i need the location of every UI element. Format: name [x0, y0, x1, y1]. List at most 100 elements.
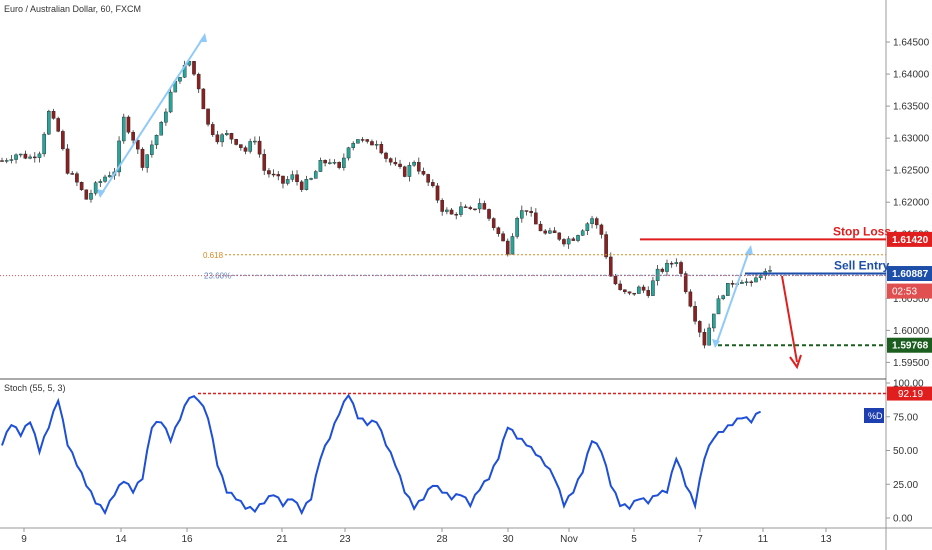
candle-body — [431, 182, 435, 187]
candle-body — [126, 116, 131, 133]
candle-body — [721, 295, 725, 299]
candle-body — [674, 262, 679, 264]
candle-body — [520, 210, 524, 219]
candle-body — [548, 230, 552, 234]
candle-body — [463, 206, 468, 208]
candle-body — [505, 240, 510, 255]
time-tick-label: 9 — [21, 534, 27, 545]
candle-body — [370, 141, 374, 146]
candle-body — [360, 139, 365, 141]
candle-body — [618, 283, 622, 290]
candlestick-series — [0, 60, 772, 349]
projection-arrow — [781, 275, 798, 363]
candle-body — [154, 134, 159, 146]
candle-body — [398, 163, 402, 167]
time-tick-label: 11 — [758, 534, 769, 545]
candle-body — [712, 313, 716, 329]
candle-body — [576, 235, 580, 241]
candle-body — [482, 203, 487, 210]
take-profit-price-tag — [887, 337, 932, 353]
candle-body — [201, 88, 206, 110]
candle-body — [487, 209, 491, 219]
candle-body — [65, 148, 70, 174]
candle-body — [257, 140, 262, 155]
countdown-tag — [887, 283, 932, 299]
candle-body — [309, 178, 313, 180]
candle-body — [688, 291, 693, 307]
candle-body — [42, 133, 46, 155]
candle-body — [726, 283, 730, 296]
candle-body — [374, 144, 379, 146]
stoch-title: Stoch (55, 5, 3) — [4, 383, 66, 393]
candle-body — [103, 176, 107, 182]
candle-body — [477, 203, 482, 210]
price-tick-labels: 1.64500 1.64000 1.63500 1.63000 1.62500 1.620… — [886, 38, 930, 369]
candle-body — [426, 174, 430, 183]
candle-body — [313, 171, 318, 179]
candle-body — [318, 160, 323, 172]
candle-body — [543, 230, 548, 234]
candle-body — [529, 210, 533, 214]
pattern-arrowhead-low-right — [712, 339, 720, 348]
candle-body — [32, 156, 37, 159]
candle-body — [510, 236, 515, 255]
candle-body — [356, 139, 360, 144]
candle-body — [117, 140, 121, 173]
candle-body — [740, 282, 744, 284]
pattern-arrowhead-low — [97, 189, 105, 198]
candle-body — [351, 143, 356, 148]
countdown-text: 02:53 — [892, 287, 917, 298]
candle-body — [192, 61, 196, 75]
candle-body — [89, 193, 93, 200]
candle-body — [210, 124, 215, 135]
candle-body — [421, 170, 426, 175]
candle-body — [416, 162, 421, 172]
candle-body — [534, 212, 538, 225]
time-tick-label: 16 — [181, 534, 193, 545]
candle-body — [276, 174, 281, 177]
candle-body — [707, 327, 711, 346]
candle-body — [716, 298, 721, 315]
candle-body — [206, 108, 210, 125]
candle-body — [196, 73, 201, 90]
candle-body — [239, 144, 243, 148]
candle-body — [14, 154, 18, 160]
candle-body — [501, 233, 505, 242]
time-tick-label: 21 — [276, 534, 288, 545]
candle-body — [178, 77, 182, 82]
candle-body — [562, 239, 566, 245]
pattern-arrowhead-up — [199, 33, 207, 42]
candle-body — [571, 238, 576, 241]
price-tick-label: 1.63500 — [893, 102, 930, 113]
candle-body — [253, 140, 257, 143]
candle-body — [407, 165, 412, 177]
main-chart-title: Euro / Australian Dollar, 60, FXCM — [4, 4, 141, 14]
candle-body — [346, 147, 351, 159]
candle-body — [496, 227, 501, 234]
candle-body — [323, 160, 327, 164]
candle-body — [402, 166, 407, 177]
candle-body — [56, 118, 60, 132]
candle-body — [744, 281, 749, 284]
candle-body — [590, 218, 594, 224]
sell-entry-price: 1.60887 — [892, 269, 929, 280]
candle-body — [730, 283, 735, 285]
candle-body — [754, 277, 758, 283]
price-tick-label: 1.60500 — [893, 294, 930, 305]
candle-body — [136, 140, 140, 150]
candle-body — [468, 207, 473, 210]
candle-body — [449, 209, 454, 215]
candle-body — [37, 153, 42, 158]
price-tick-label: 1.64500 — [893, 38, 930, 49]
candle-body — [164, 111, 168, 123]
candle-body — [98, 181, 103, 183]
stoch-tick-label: 0.00 — [893, 514, 913, 525]
candle-body — [243, 147, 248, 152]
time-tick-label: 5 — [631, 534, 637, 545]
candle-body — [697, 321, 702, 333]
candle-body — [566, 238, 571, 245]
pattern-arrowhead-up-right — [745, 245, 753, 255]
candle-body — [0, 160, 4, 162]
candle-body — [552, 230, 557, 234]
price-tick-label: 1.62000 — [893, 198, 930, 209]
